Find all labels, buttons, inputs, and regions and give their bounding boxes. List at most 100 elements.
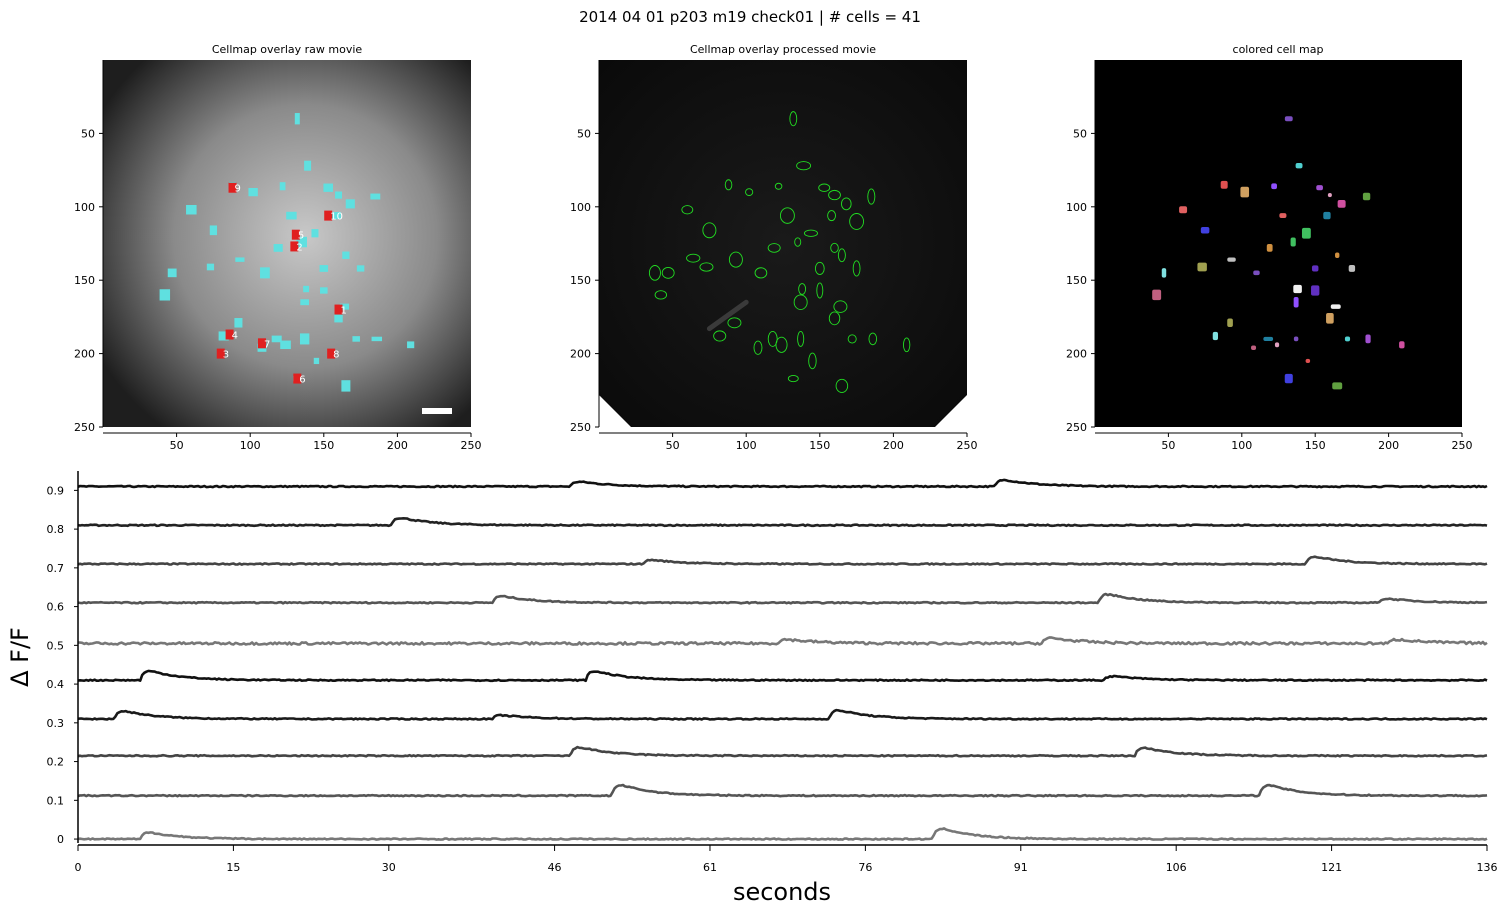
cell-overlay [342, 251, 350, 259]
panel-raw-movie: Cellmap overlay raw movie 1 2 34 5 6 7 8 9 10 50… [74, 43, 482, 452]
x-tick-label: 50 [1161, 439, 1175, 452]
colored-cell [1293, 336, 1299, 342]
colored-cell [1362, 192, 1371, 201]
raw-axes: 50 100 150 200 250 50 100 150 200 250 [74, 60, 482, 452]
cell-overlay [319, 265, 329, 272]
cell-label: 10 [330, 212, 343, 223]
colored-map-image [1095, 60, 1462, 427]
cell-outline [798, 283, 807, 295]
cell-outline [686, 253, 701, 263]
colored-cell [1335, 252, 1340, 259]
y-tick-label: 0.7 [47, 562, 65, 575]
colored-cell [1197, 262, 1207, 272]
y-tick-label: 0.6 [47, 601, 65, 614]
panel-processed-movie: Cellmap overlay processed movie 50 100 150… [570, 43, 978, 452]
y-tick-label: 200 [570, 348, 591, 361]
colored-cell [1332, 382, 1343, 390]
colored-cell [1253, 270, 1260, 276]
cell-label: 1 [341, 306, 347, 317]
x-tick-label: 91 [1014, 861, 1028, 874]
colored-cell [1337, 200, 1346, 208]
trace-line [77, 592, 1488, 605]
cell-overlay [186, 204, 197, 215]
cell-outline [818, 183, 831, 192]
cell-overlay [335, 191, 343, 199]
cell-outline [902, 337, 911, 353]
highlighted-cell [257, 338, 266, 349]
x-tick-label: 200 [1378, 439, 1399, 452]
x-tick-label: 76 [858, 861, 872, 874]
highlighted-cell [293, 373, 302, 384]
cell-overlay [313, 357, 320, 365]
highlighted-cell [327, 348, 336, 359]
colored-cell [1399, 341, 1405, 349]
colored-cell [1251, 345, 1257, 351]
trace-line [77, 827, 1488, 841]
raw-cell-overlays: 1 2 34 5 6 7 8 9 10 [159, 113, 415, 392]
x-tick-label: 250 [1452, 439, 1473, 452]
cell-overlay [271, 335, 282, 343]
cell-outline [767, 330, 778, 347]
cell-outline [867, 188, 876, 205]
cell-label: 3 [223, 350, 229, 361]
y-tick-label: 0.8 [47, 523, 65, 536]
cell-outline [793, 294, 808, 310]
colored-cell [1227, 318, 1233, 328]
cell-overlay [407, 341, 415, 349]
colored-cell [1263, 336, 1274, 342]
cell-overlay [218, 331, 229, 341]
cell-outline [849, 213, 864, 230]
cell-outline [852, 260, 861, 277]
colored-cell [1279, 213, 1287, 219]
cell-outline [727, 317, 742, 329]
cell-outline [868, 332, 878, 346]
highlighted-cell [228, 182, 237, 193]
cell-outline [803, 229, 818, 237]
colored-cell [1284, 373, 1293, 384]
cell-label: 4 [232, 331, 238, 342]
cell-overlay [234, 318, 243, 328]
y-tick-label: 0.2 [47, 756, 65, 769]
highlighted-cell [225, 329, 234, 340]
x-tick-label: 50 [666, 439, 680, 452]
cell-outline [654, 290, 668, 300]
colored-axes: 50 100 150 200 250 50 100 150 200 250 [1066, 60, 1473, 452]
colored-cell [1161, 268, 1167, 278]
x-tick-label: 106 [1166, 861, 1187, 874]
cell-overlay [370, 193, 381, 200]
cell-outline [779, 207, 795, 224]
y-tick-label: 50 [81, 127, 95, 140]
y-tick-label: 50 [577, 127, 591, 140]
cell-outline [754, 267, 768, 279]
colored-cell [1295, 163, 1303, 169]
cell-overlay [299, 333, 310, 345]
cell-outline [814, 261, 825, 276]
y-tick-label: 0.4 [47, 678, 65, 691]
raw-image [103, 60, 471, 427]
cell-overlay [300, 299, 310, 306]
cell-outline [808, 352, 817, 370]
cell-outline [699, 262, 714, 272]
cell-overlay [303, 285, 310, 293]
bright-streak [706, 299, 749, 332]
trace-line [77, 708, 1488, 721]
cell-overlay [334, 314, 343, 323]
cell-overlay [371, 336, 383, 342]
y-tick-label: 150 [74, 274, 95, 287]
x-tick-label: 136 [1477, 861, 1498, 874]
highlighted-cell [334, 304, 343, 315]
x-tick-label: 30 [382, 861, 396, 874]
x-tick-label: 100 [1231, 439, 1252, 452]
cell-overlay [352, 336, 360, 342]
cell-outline [841, 197, 852, 211]
colored-cell [1293, 296, 1299, 308]
y-tick-label: 250 [1066, 421, 1087, 434]
trace-line [77, 745, 1488, 758]
traces-plot: 0 0.1 0.2 0.3 0.4 0.5 0.6 0.7 0.8 0.9 0 15 30 46 61 76 9… [6, 471, 1498, 906]
cell-outline [681, 205, 694, 215]
colored-cell [1301, 227, 1311, 239]
x-tick-label: 250 [461, 439, 482, 452]
colored-cells [1152, 116, 1405, 390]
cell-overlay [159, 289, 171, 301]
y-tick-label: 0.9 [47, 484, 65, 497]
